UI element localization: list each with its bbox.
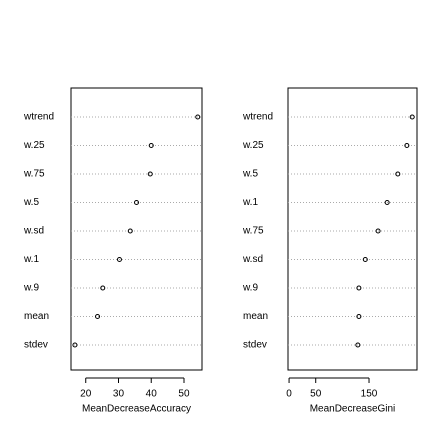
x-axis-label: MeanDecreaseAccuracy xyxy=(82,404,191,415)
dot xyxy=(355,342,361,348)
dot xyxy=(384,200,390,205)
dot xyxy=(404,143,410,148)
row-label: stdev xyxy=(24,340,48,351)
row-label: w.5 xyxy=(23,197,39,208)
dot xyxy=(100,285,106,291)
dot xyxy=(147,171,153,177)
x-tick-label: 30 xyxy=(113,389,125,400)
row-label: wtrend xyxy=(242,112,273,123)
plot-box xyxy=(287,87,418,371)
dot xyxy=(95,314,101,319)
row-label: stdev xyxy=(243,340,267,351)
dot xyxy=(395,171,401,177)
dot xyxy=(356,314,362,319)
row-label: w.sd xyxy=(23,226,44,237)
x-tick-label: 50 xyxy=(310,389,322,400)
dot xyxy=(134,200,139,205)
dot xyxy=(116,257,122,262)
row-label: w.5 xyxy=(242,169,258,180)
row-label: w.25 xyxy=(242,140,264,151)
row-label: w.75 xyxy=(242,226,264,237)
x-tick-label: 20 xyxy=(80,389,92,400)
dot xyxy=(409,114,415,120)
row-label: wtrend xyxy=(23,112,54,123)
x-tick-label: 0 xyxy=(286,389,292,400)
row-label: w.75 xyxy=(23,169,45,180)
dot xyxy=(362,257,368,262)
row-label: w.sd xyxy=(242,254,263,265)
x-tick-label: 150 xyxy=(361,389,378,400)
plot-box xyxy=(70,87,203,371)
row-label: mean xyxy=(24,311,49,322)
dot xyxy=(72,342,78,348)
dot xyxy=(356,285,362,291)
dot xyxy=(127,228,133,234)
row-label: w.1 xyxy=(23,254,39,265)
row-label: w.25 xyxy=(23,140,45,151)
x-tick-label: 40 xyxy=(146,389,158,400)
dot xyxy=(148,143,154,148)
row-label: w.1 xyxy=(242,197,258,208)
row-label: mean xyxy=(243,311,268,322)
dot xyxy=(195,114,201,120)
row-label: w.9 xyxy=(23,283,39,294)
x-axis-label: MeanDecreaseGini xyxy=(310,404,396,415)
x-tick-label: 50 xyxy=(178,389,190,400)
dot xyxy=(375,228,381,234)
row-label: w.9 xyxy=(242,283,258,294)
